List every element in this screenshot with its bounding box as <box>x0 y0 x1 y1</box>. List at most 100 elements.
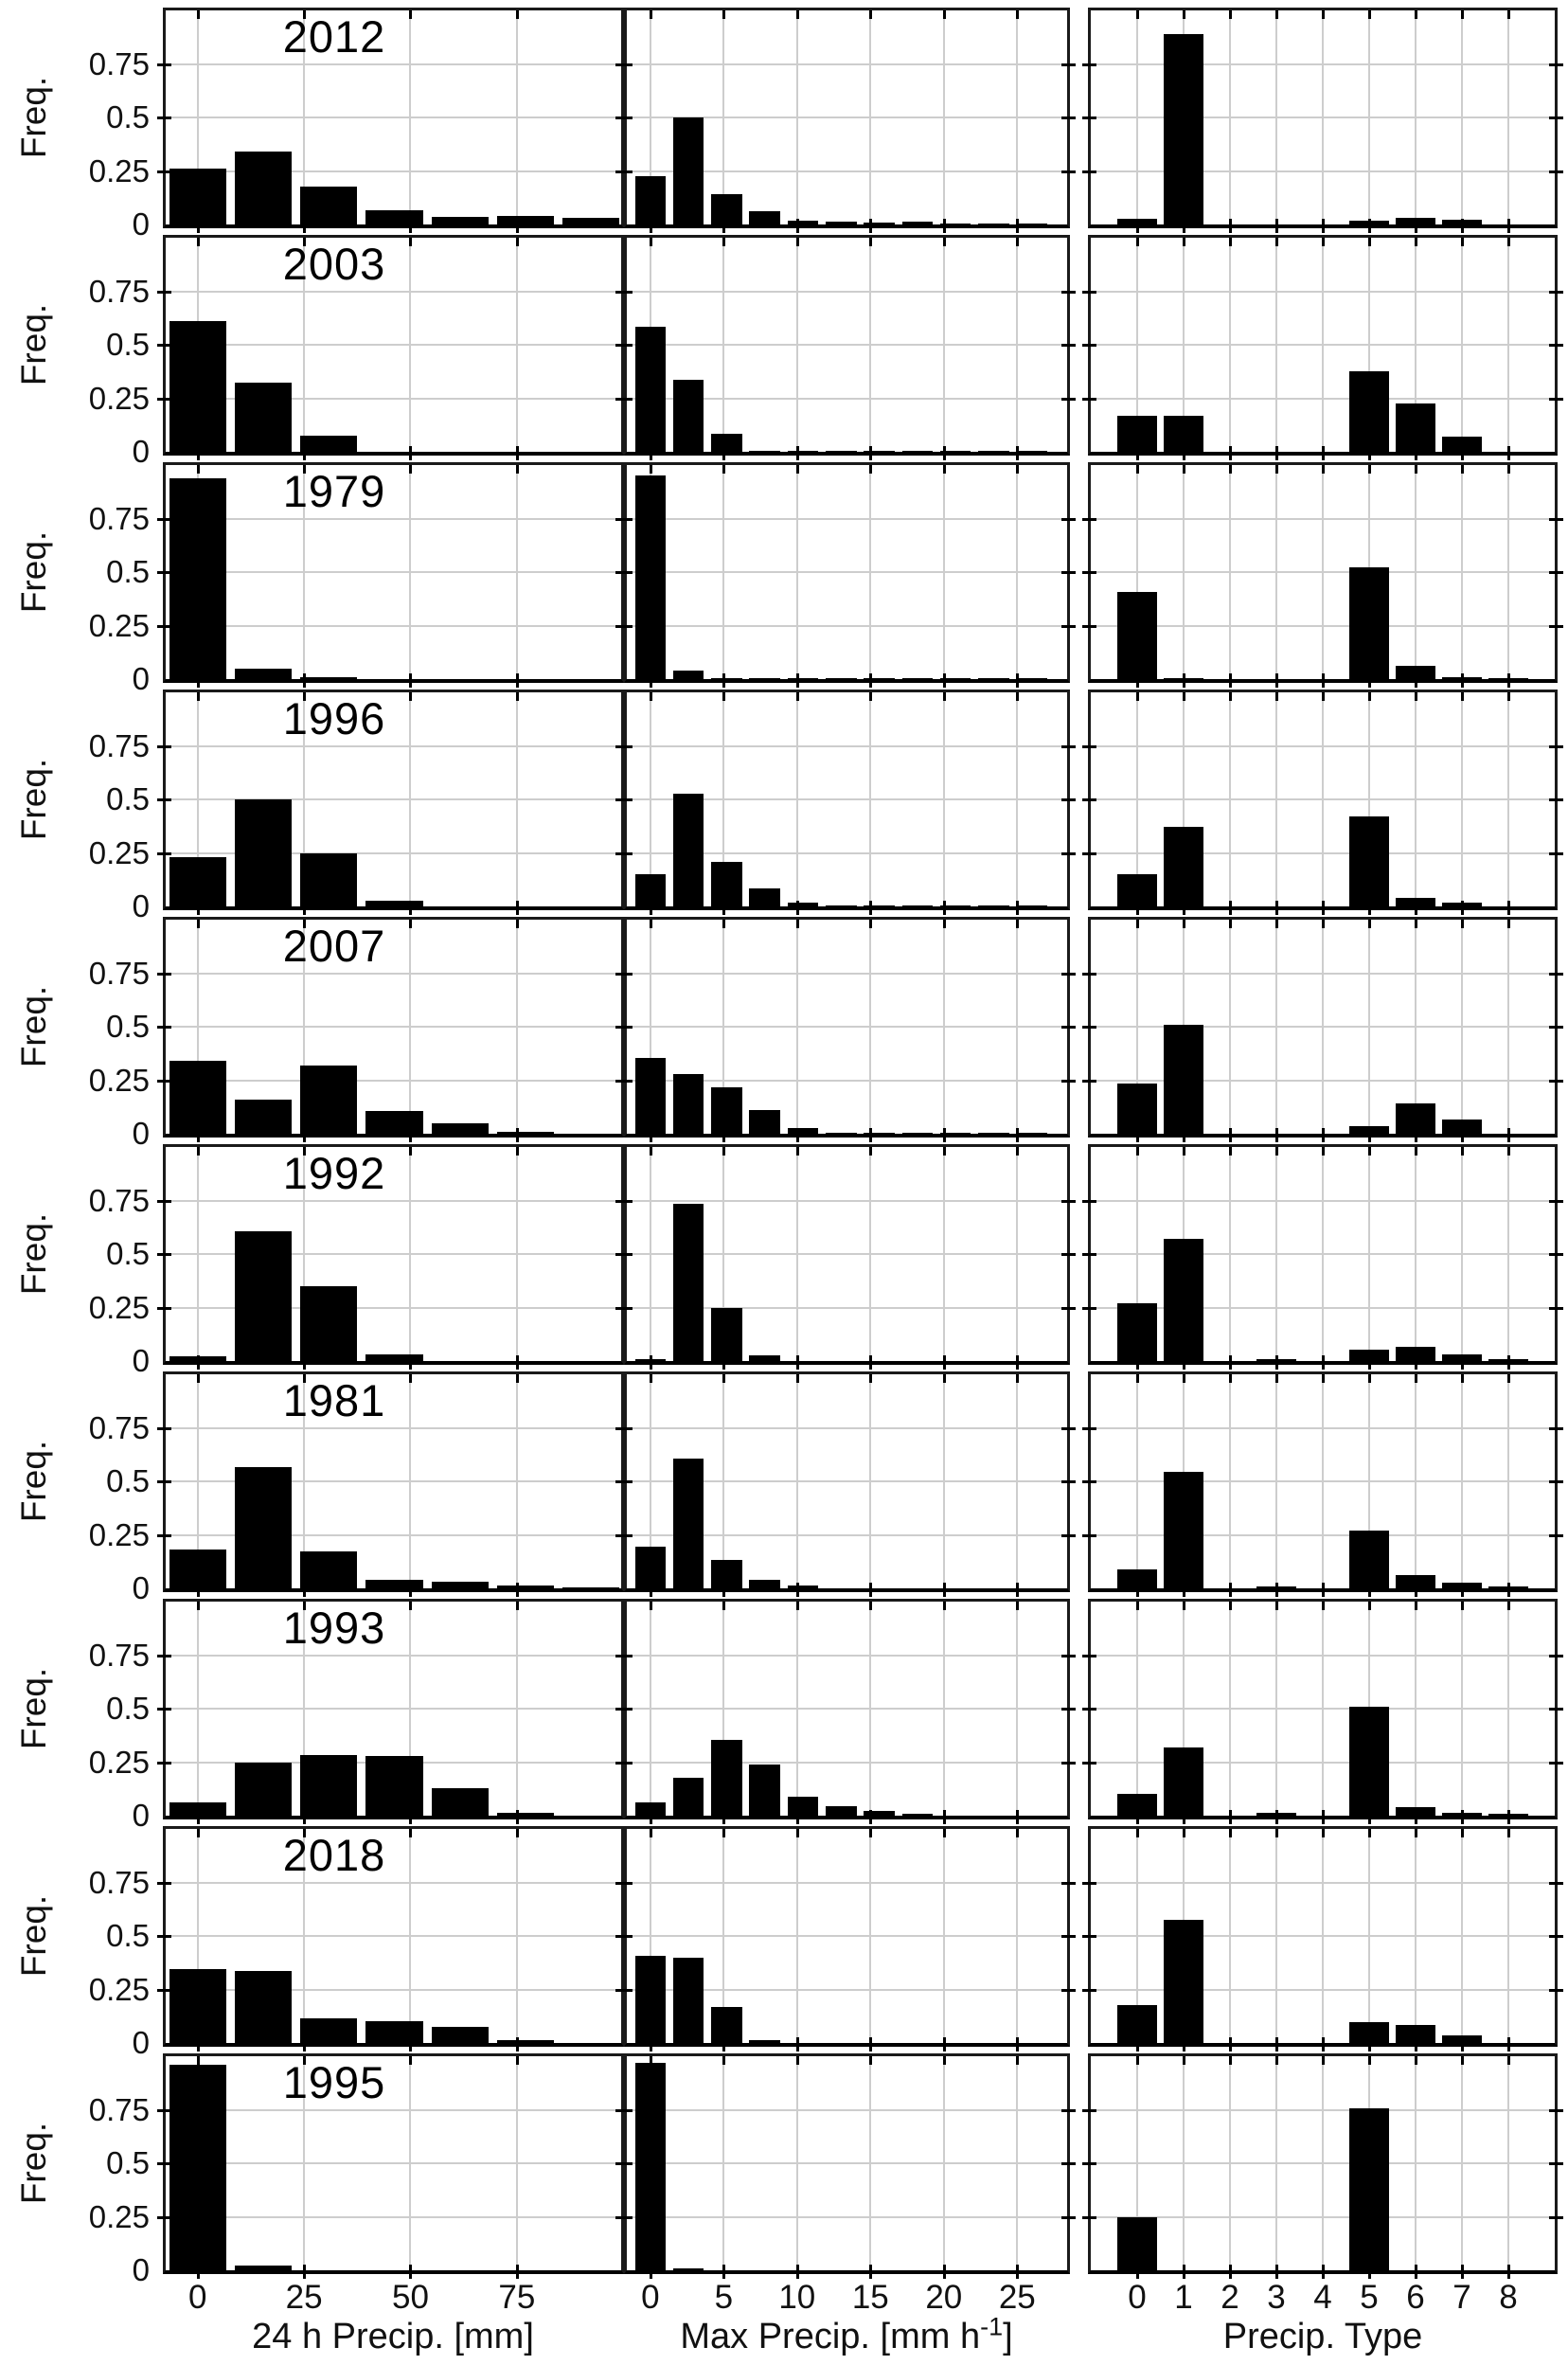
x-tick-mark <box>1415 692 1417 701</box>
histogram-bar <box>749 2040 780 2043</box>
y-tick-mark <box>1061 2215 1076 2219</box>
x-tick-mark <box>942 1583 946 1597</box>
histogram-bar <box>787 1585 819 1588</box>
histogram-bar <box>169 1969 226 2043</box>
gridline-vertical <box>1461 1602 1463 1816</box>
x-tick-mark <box>1016 2265 1020 2279</box>
x-tick-mark <box>1368 1829 1371 1837</box>
x-tick-mark <box>409 920 413 928</box>
y-tick-label: 0.25 <box>88 834 150 870</box>
gridline-vertical <box>1016 692 1019 906</box>
x-tick-mark <box>942 2265 946 2279</box>
histogram-bar <box>1016 905 1048 906</box>
gridline-horizontal <box>166 116 621 118</box>
gridline-vertical <box>1229 1602 1231 1816</box>
y-tick-mark <box>1061 397 1076 401</box>
gridline-vertical <box>1507 920 1509 1134</box>
y-tick-mark <box>618 517 633 521</box>
x-tick-mark <box>1368 465 1371 474</box>
gridline-vertical <box>1275 465 1277 679</box>
x-tick-mark <box>1461 465 1464 474</box>
y-tick-mark <box>157 744 171 748</box>
y-tick-mark <box>157 116 171 119</box>
histogram-bar <box>901 1133 934 1134</box>
gridline-horizontal <box>627 1708 1067 1710</box>
y-tick-mark <box>1549 2108 1563 2112</box>
gridline-vertical <box>1016 1147 1019 1361</box>
x-tick-mark <box>869 1128 873 1142</box>
x-tick-mark <box>409 1128 413 1142</box>
gridline-vertical <box>1322 920 1324 1134</box>
histogram-bar <box>1117 2005 1157 2043</box>
x-tick-mark <box>515 901 519 915</box>
gridline-horizontal <box>627 624 1067 627</box>
x-tick-mark <box>515 1374 519 1383</box>
x-tick-mark <box>1183 2265 1185 2279</box>
gridline-horizontal <box>166 624 621 627</box>
histogram-bar <box>711 677 742 679</box>
x-tick-mark <box>795 2056 799 2065</box>
histogram-bar <box>711 194 742 224</box>
gridline-vertical <box>1275 1602 1277 1816</box>
histogram-bar <box>1349 1706 1389 1816</box>
x-tick-mark <box>795 1147 799 1156</box>
gridline-horizontal <box>627 2215 1067 2218</box>
x-tick-mark <box>1507 1355 1510 1370</box>
x-tick-mark <box>409 446 413 460</box>
x-tick-mark <box>196 1128 200 1142</box>
x-tick-mark <box>869 1147 873 1156</box>
x-tick-mark <box>1507 219 1510 233</box>
y-tick-mark <box>1061 1654 1076 1657</box>
histogram-bar <box>864 1811 895 1816</box>
y-tick-mark <box>618 1480 633 1483</box>
x-tick-mark <box>1368 920 1371 928</box>
x-tick-mark <box>303 2037 307 2051</box>
y-tick-mark <box>1549 851 1563 855</box>
x-tick-mark <box>1229 238 1232 246</box>
x-tick-mark <box>1016 1374 1020 1383</box>
y-tick-label: 0.5 <box>106 2145 150 2180</box>
x-tick-mark <box>1368 2265 1371 2279</box>
y-tick-mark <box>157 1199 171 1203</box>
x-tick-mark <box>722 1602 726 1610</box>
histogram-panel-2003-col2 <box>618 235 1076 460</box>
x-tick-mark <box>1507 2037 1510 2051</box>
x-tick-mark <box>795 2037 799 2051</box>
x-tick-mark <box>515 2056 519 2065</box>
x-tick-mark <box>1507 692 1510 701</box>
histogram-bar <box>749 1110 780 1134</box>
x-tick-mark <box>1368 2037 1371 2051</box>
y-tick-mark <box>157 2215 171 2219</box>
histogram-bar <box>939 677 971 679</box>
y-tick-label: 0.75 <box>88 1637 150 1673</box>
x-tick-mark <box>1322 673 1325 688</box>
x-tick-mark <box>1183 920 1185 928</box>
x-tick-mark <box>1229 1128 1232 1142</box>
histogram-bar <box>1016 451 1048 452</box>
histogram-bar <box>749 451 780 452</box>
gridline-horizontal <box>627 397 1067 400</box>
y-tick-label: 0.5 <box>106 554 150 589</box>
histogram-panel-1979-col2 <box>618 462 1076 688</box>
x-tick-mark <box>1136 901 1139 915</box>
gridline-vertical <box>942 10 945 224</box>
gridline-horizontal <box>627 1480 1067 1482</box>
x-tick-mark <box>649 2265 652 2279</box>
gridline-vertical <box>722 920 725 1134</box>
x-tick-mark <box>1136 1810 1139 1824</box>
histogram-bar <box>1396 2024 1435 2043</box>
gridline-vertical <box>1461 1829 1463 2043</box>
x-tick-mark <box>1322 1374 1325 1383</box>
x-tick-mark <box>196 1602 200 1610</box>
histogram-bar <box>1349 2022 1389 2043</box>
x-tick-mark <box>942 1128 946 1142</box>
gridline-vertical <box>795 920 798 1134</box>
x-tick-mark <box>649 219 652 233</box>
histogram-bar <box>901 905 934 906</box>
x-tick-mark <box>869 238 873 246</box>
x-tick-mark <box>869 1355 873 1370</box>
gridline-horizontal <box>166 571 621 573</box>
x-tick-mark <box>409 1374 413 1383</box>
gridline-vertical <box>1183 692 1185 906</box>
x-tick-mark <box>196 1810 200 1824</box>
